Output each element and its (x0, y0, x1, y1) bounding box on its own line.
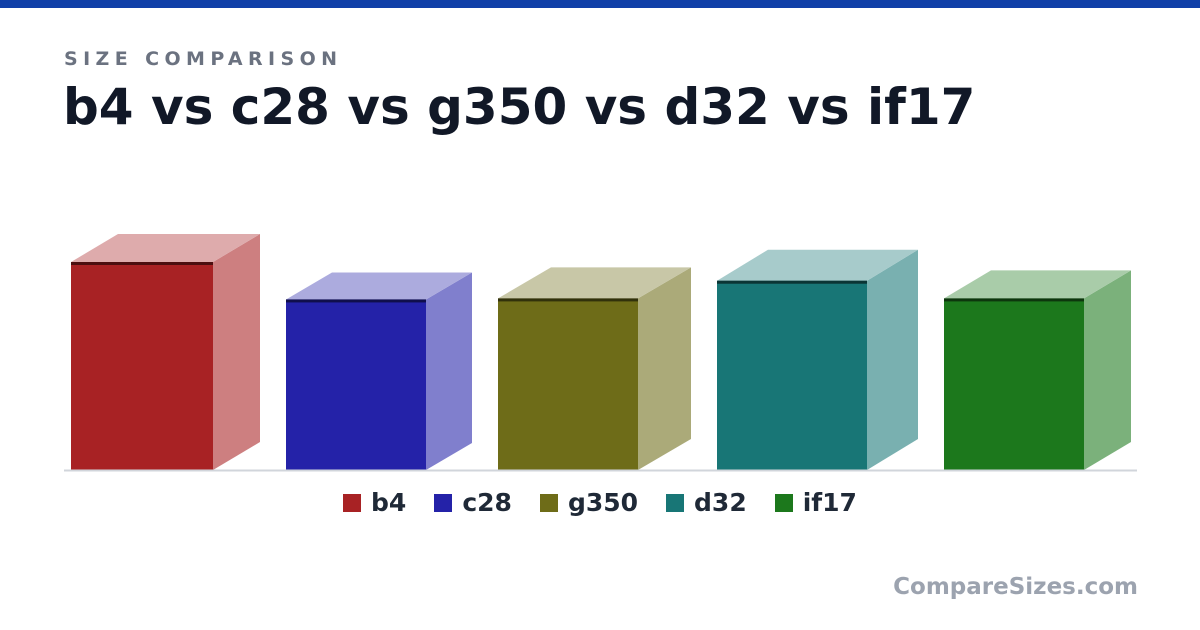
bar-front-d32 (717, 280, 867, 470)
bar-front-c28 (286, 299, 426, 470)
bar-side-b4 (213, 234, 260, 470)
bar-g350 (498, 267, 691, 470)
legend-swatch (434, 493, 453, 512)
legend-label: d32 (694, 488, 747, 517)
legend-label: if17 (802, 488, 857, 517)
bar-side-g350 (638, 267, 691, 470)
site-watermark: CompareSizes.com (893, 574, 1138, 600)
bar-edge-c28 (286, 299, 426, 303)
bar-c28 (286, 272, 472, 470)
legend-item-g350: g350 (539, 488, 639, 517)
bar-top-g350 (498, 267, 691, 299)
bar-b4 (71, 234, 260, 470)
bar-edge-if17 (944, 298, 1084, 302)
legend-label: c28 (462, 488, 512, 517)
bar-edge-g350 (498, 298, 638, 302)
legend-swatch (539, 493, 558, 512)
bar-top-c28 (286, 272, 472, 300)
legend-item-c28: c28 (434, 488, 512, 517)
legend-swatch (774, 493, 793, 512)
top-accent-bar (0, 0, 1200, 8)
bar-top-d32 (717, 249, 918, 281)
bar-front-g350 (498, 298, 638, 470)
bar-front-if17 (944, 298, 1084, 470)
legend-item-if17: if17 (774, 488, 857, 517)
bar-top-b4 (71, 234, 260, 262)
legend-swatch (666, 493, 685, 512)
bar-d32 (717, 249, 918, 470)
bar-side-c28 (426, 272, 472, 470)
bar-side-if17 (1084, 270, 1131, 470)
bar-side-d32 (867, 249, 918, 470)
bar-edge-b4 (71, 262, 213, 265)
legend-swatch (343, 493, 362, 512)
bar-top-if17 (944, 270, 1131, 299)
legend-label: g350 (567, 488, 639, 517)
legend-item-b4: b4 (343, 488, 406, 517)
bar-if17 (944, 270, 1131, 470)
eyebrow-label: SIZE COMPARISON (64, 48, 343, 70)
legend-label: b4 (371, 488, 407, 517)
bar-edge-d32 (717, 280, 867, 284)
chart-legend: b4 c28 g350 d32 if17 (0, 488, 1200, 517)
legend-item-d32: d32 (666, 488, 747, 517)
page-title: b4 vs c28 vs g350 vs d32 vs if17 (63, 78, 976, 136)
bar-front-b4 (71, 262, 213, 470)
